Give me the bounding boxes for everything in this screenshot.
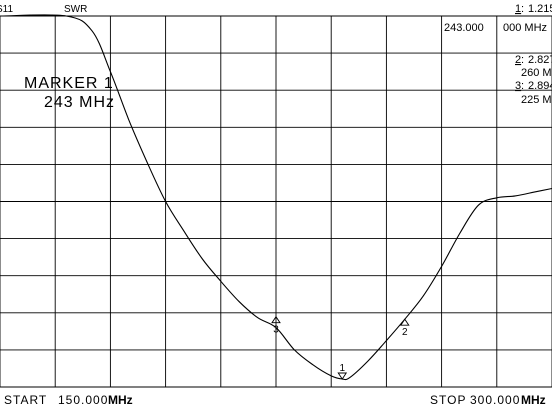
marker-triangle <box>399 318 410 326</box>
stop-label: STOP <box>430 393 466 407</box>
marker2-index: 2 <box>515 54 521 66</box>
active-marker-title: MARKER 1 <box>24 75 114 92</box>
marker-label: 3 <box>273 325 279 336</box>
marker-3: 3 <box>271 315 281 336</box>
marker1-index: 1 <box>515 3 521 15</box>
start-label: START <box>4 393 47 407</box>
stop-unit: MHz <box>521 393 546 407</box>
swr-trace <box>0 14 552 381</box>
stop-value: 300.000 <box>470 393 520 407</box>
marker1-value: 1.2153 <box>528 3 552 15</box>
marker1-freq-right: 000 MHz <box>503 22 547 34</box>
active-marker-freq: 243 MHz <box>44 94 115 111</box>
start-unit: MHz <box>108 393 133 407</box>
marker-triangle <box>271 315 281 324</box>
plot-grid <box>0 15 552 388</box>
marker-triangle <box>337 372 348 380</box>
marker3-value: 2.8948 <box>528 80 552 92</box>
marker-2: 2 <box>399 318 410 338</box>
format-label: SWR <box>64 4 87 15</box>
marker-1: 1 <box>337 363 348 380</box>
marker2-value: 2.8276 <box>528 54 552 66</box>
marker3-index: 3 <box>515 80 521 92</box>
marker3-freq: 225 MHz <box>521 94 552 106</box>
marker2-freq: 260 MHz <box>521 67 552 79</box>
marker1-freq-left: 243.000 <box>444 22 484 34</box>
parameter-label: S11 <box>0 4 13 15</box>
marker2-colon: : <box>521 54 524 66</box>
marker1-colon: : <box>521 3 524 15</box>
marker-label: 2 <box>402 327 408 338</box>
marker3-colon: : <box>521 80 524 92</box>
start-value: 150.000 <box>58 393 108 407</box>
marker-label: 1 <box>339 363 345 374</box>
markers: 1 2 3 <box>271 315 410 380</box>
